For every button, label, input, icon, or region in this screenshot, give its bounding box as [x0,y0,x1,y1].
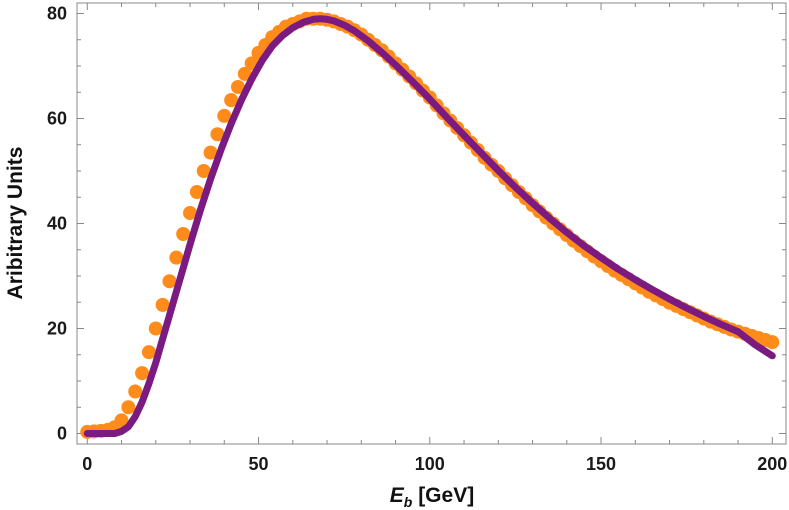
x-axis-label: Eb [GeV] [390,484,474,510]
x-tick-label: 100 [415,454,445,474]
data-point [114,413,129,428]
data-point [183,206,198,220]
data-point [148,321,163,336]
data-point [210,127,225,142]
plot-frame [76,2,787,445]
data-point [121,400,136,415]
data-point [203,145,218,160]
data-point [230,80,245,94]
data-point [196,164,211,178]
x-tick-label: 0 [82,454,92,474]
data-point [224,93,239,108]
data-points [80,11,780,439]
data-point [141,345,156,360]
data-point [162,274,177,289]
y-tick-label: 80 [47,4,67,24]
x-tick-label: 200 [757,454,787,474]
y-tick-label: 40 [47,214,67,234]
data-point [217,108,232,123]
tick-labels: 0 50 100 150 200 0 20 40 60 80 [47,4,787,475]
y-tick-label: 20 [47,319,67,339]
y-tick-label: 60 [47,109,67,129]
fit-curve [83,15,776,437]
data-point [189,185,204,199]
data-point [176,227,191,241]
y-tick-label: 0 [57,424,67,444]
x-tick-label: 150 [586,454,616,474]
data-point [128,384,143,399]
data-point [169,250,184,265]
x-tick-label: 50 [249,454,269,474]
tick-marks [77,3,786,444]
data-point [237,66,252,81]
y-axis-label: Aribitrary Units [4,147,27,300]
data-point [765,335,780,350]
data-point [155,297,170,312]
fit-curve-group [83,15,776,437]
data-point [135,366,150,381]
